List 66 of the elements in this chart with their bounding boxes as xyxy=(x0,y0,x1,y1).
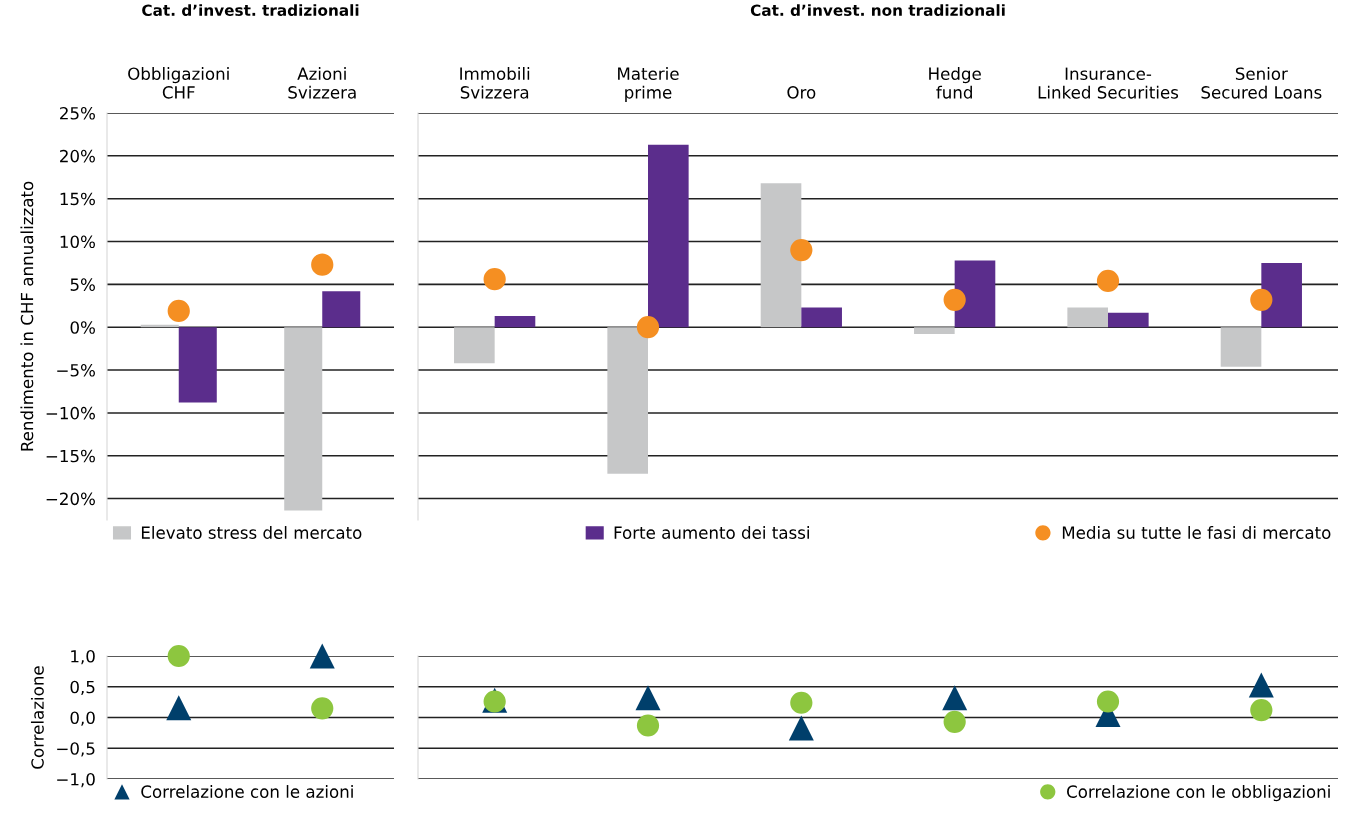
y-tick-label: 5% xyxy=(70,278,95,291)
x-tick-label: Senior Secured Loans xyxy=(1201,67,1322,99)
bar xyxy=(1220,327,1262,367)
point xyxy=(483,268,506,291)
point xyxy=(1248,672,1274,698)
point xyxy=(1250,288,1273,311)
point xyxy=(1250,699,1273,722)
bar xyxy=(284,327,323,511)
bar xyxy=(178,327,217,403)
point xyxy=(311,697,334,720)
point xyxy=(1096,269,1120,293)
x-tick-label: Immobili Svizzera xyxy=(460,67,530,99)
bar xyxy=(322,291,361,328)
point xyxy=(943,288,966,311)
x-tick-label: Hedge fund xyxy=(929,67,981,99)
bar xyxy=(648,144,689,328)
bar xyxy=(454,327,495,364)
point xyxy=(166,695,192,721)
point xyxy=(636,714,660,737)
point xyxy=(942,685,968,711)
y-tick-label: −0,5 xyxy=(57,742,95,757)
bar xyxy=(954,260,996,328)
y-axis-title: Correlazione xyxy=(30,666,44,769)
y-tick-label: 0% xyxy=(70,321,95,334)
x-tick-label: Obbligazioni CHF xyxy=(128,67,229,99)
point xyxy=(790,691,813,714)
point xyxy=(1096,690,1120,713)
y-tick-label: 0,0 xyxy=(70,711,95,726)
y-tick-label: −20% xyxy=(46,492,95,506)
chart-title: Cat. d’invest. non tradizionali xyxy=(750,4,1005,16)
y-tick-label: −15% xyxy=(46,449,95,463)
legend-label: Elevato stress del mercato xyxy=(141,526,362,539)
legend-label: Correlazione con le azioni xyxy=(141,785,353,798)
bar xyxy=(1108,312,1149,328)
bar xyxy=(494,316,536,328)
y-tick-label: 15% xyxy=(60,192,95,206)
y-tick-label: 25% xyxy=(60,106,95,120)
x-tick-label: Insurance- Linked Securities xyxy=(1038,67,1179,99)
y-tick-label: 1,0 xyxy=(71,649,95,665)
bar xyxy=(914,327,955,335)
bar xyxy=(1261,262,1302,328)
point xyxy=(309,643,335,669)
x-tick-label: Oro xyxy=(787,86,816,99)
y-axis-title: Rendimento in CHF annualizzato xyxy=(20,181,34,451)
y-tick-label: −5% xyxy=(57,364,95,377)
chart-title: Cat. d’invest. tradizionali xyxy=(142,4,359,16)
point xyxy=(636,316,660,339)
point xyxy=(790,238,813,262)
point xyxy=(943,710,966,733)
bar xyxy=(1067,307,1108,328)
point xyxy=(635,685,661,711)
y-tick-label: 20% xyxy=(60,149,95,163)
legend-label: Media su tutte le fasi di mercato xyxy=(1062,526,1331,539)
x-tick-label: Materie prime xyxy=(618,67,679,102)
point xyxy=(788,715,814,741)
legend-label: Correlazione con le obbligazioni xyxy=(1067,785,1330,802)
point xyxy=(167,644,190,668)
y-tick-label: −10% xyxy=(46,406,95,420)
bar xyxy=(801,307,842,328)
y-tick-label: 10% xyxy=(60,235,95,249)
y-tick-label: 0,5 xyxy=(70,680,95,696)
bar xyxy=(607,327,648,474)
bar xyxy=(760,183,802,328)
x-tick-label: Azioni Svizzera xyxy=(288,67,356,99)
y-tick-label: −1,0 xyxy=(57,772,95,788)
legend-label: Forte aumento dei tassi xyxy=(614,526,809,539)
